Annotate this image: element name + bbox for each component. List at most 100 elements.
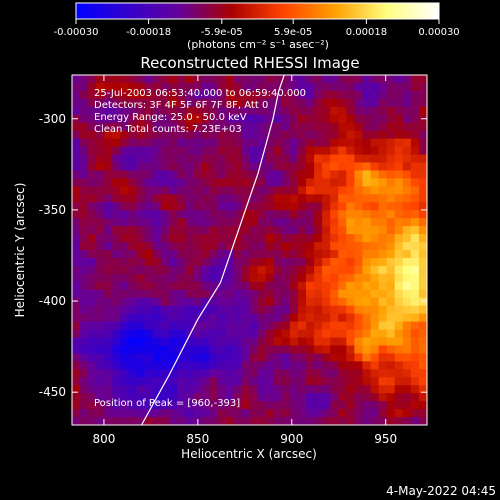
heatmap-cell [120,257,129,267]
heatmap-cell [233,385,242,394]
heatmap-cell [152,138,162,147]
heatmap-cell [338,162,347,171]
heatmap-cell [104,385,113,394]
heatmap-cell [354,321,363,330]
heatmap-cell [160,401,170,410]
heatmap-cell [394,273,404,283]
heatmap-cell [112,234,121,243]
heatmap-cell [338,178,347,187]
heatmap-cell [152,250,162,259]
heatmap-cell [322,297,331,307]
heatmap-cell [265,162,275,171]
heatmap-cell [88,385,97,394]
heatmap-cell [217,345,226,354]
heatmap-cell [144,98,154,108]
heatmap-cell [410,353,420,362]
heatmap-cell [193,210,202,219]
heatmap-cell [168,234,178,243]
heatmap-cell [241,138,250,147]
heatmap-cell [96,281,105,291]
heatmap-cell [378,170,388,179]
heatmap-cell [120,313,129,322]
heatmap-cell [257,130,267,140]
heatmap-cell [249,170,258,179]
heatmap-cell [265,385,275,394]
heatmap-cell [80,297,89,307]
heatmap-cell [281,305,291,315]
heatmap-cell [257,186,267,195]
heatmap-cell [144,337,154,346]
heatmap-cell [112,313,121,322]
heatmap-cell [209,337,218,346]
heatmap-cell [233,297,242,307]
heatmap-cell [241,250,250,259]
heatmap-cell [346,369,355,378]
heatmap-cell [144,265,154,275]
heatmap-cell [346,90,355,100]
heatmap-cell [370,122,379,132]
heatmap-cell [249,146,258,155]
heatmap-cell [249,257,258,267]
heatmap-cell [80,106,89,116]
heatmap-cell [160,146,170,155]
heatmap-cell [410,313,420,322]
heatmap-cell [273,265,283,275]
heatmap-cell [402,273,412,283]
heatmap-cell [184,265,194,275]
heatmap-cell [88,202,97,211]
heatmap-cell [120,337,129,346]
heatmap-cell [80,281,89,291]
heatmap-cell [338,369,347,378]
heatmap-cell [112,242,121,251]
heatmap-cell [418,234,427,243]
heatmap-cell [354,289,363,299]
heatmap-cell [265,90,275,100]
heatmap-cell [233,265,242,275]
heatmap-cell [386,82,396,92]
heatmap-cell [201,393,210,402]
heatmap-cell [72,218,81,227]
heatmap-cell [144,385,154,394]
heatmap-cell [80,130,89,140]
heatmap-cell [314,202,323,211]
heatmap-cell [128,369,137,378]
heatmap-cell [112,178,121,187]
heatmap-cell [120,265,129,275]
heatmap-cell [152,281,162,291]
heatmap-cell [281,321,291,330]
heatmap-cell [176,154,186,163]
heatmap-cell [233,250,242,259]
heatmap-cell [249,289,258,299]
heatmap-cell [273,297,283,307]
heatmap-cell [314,265,323,275]
heatmap-cell [168,369,178,378]
heatmap-cell [281,194,291,203]
heatmap-cell [386,75,396,84]
heatmap-cell [120,122,129,132]
heatmap-cell [72,385,81,394]
heatmap-cell [370,305,379,315]
x-tick-label: 850 [186,432,209,446]
heatmap-cell [402,361,412,370]
heatmap-cell [144,154,154,163]
heatmap-cell [370,75,379,84]
heatmap-cell [338,106,347,116]
heatmap-cell [72,305,81,315]
heatmap-cell [410,178,420,187]
heatmap-cell [418,337,427,346]
heatmap-cell [136,226,146,235]
heatmap-cell [152,210,162,219]
heatmap-cell [176,114,186,124]
heatmap-cell [217,250,226,259]
heatmap-cell [297,385,307,394]
heatmap-cell [370,409,379,418]
heatmap-cell [160,194,170,203]
heatmap-cell [322,98,331,108]
heatmap-cell [354,82,363,92]
heatmap-cell [160,265,170,275]
heatmap-cell [289,297,299,307]
heatmap-cell [80,98,89,108]
heatmap-cell [201,170,210,179]
heatmap-cell [265,75,275,84]
heatmap-cell [217,257,226,267]
